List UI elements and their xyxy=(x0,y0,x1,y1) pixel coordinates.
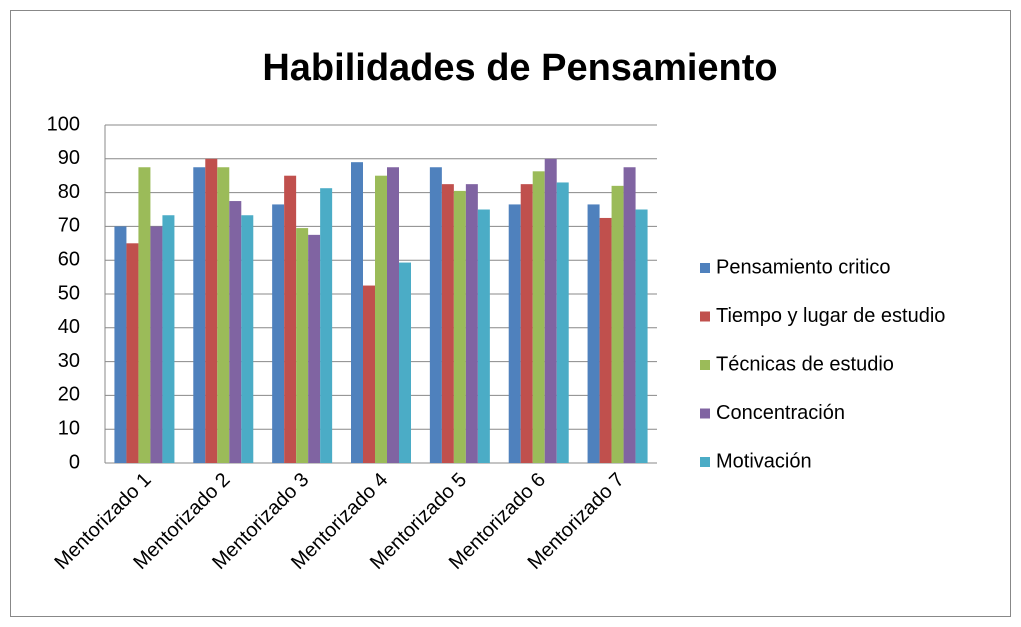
y-tick-label: 40 xyxy=(58,316,80,338)
bar xyxy=(532,171,545,463)
bar xyxy=(587,204,600,463)
y-tick-label: 80 xyxy=(58,181,80,203)
bar xyxy=(520,184,533,463)
bar xyxy=(126,243,139,463)
y-tick-label: 100 xyxy=(47,113,80,135)
bar xyxy=(138,167,151,463)
bar xyxy=(296,228,309,463)
bar xyxy=(465,184,478,463)
bar xyxy=(162,215,175,463)
legend-swatch xyxy=(700,311,710,322)
bar xyxy=(508,204,521,463)
bar xyxy=(284,175,297,463)
bar xyxy=(217,167,230,463)
legend-swatch xyxy=(700,408,710,419)
y-tick-label: 20 xyxy=(58,384,80,406)
bar xyxy=(441,184,454,463)
bar xyxy=(205,158,218,464)
legend-label: Pensamiento critico xyxy=(716,256,891,278)
bar xyxy=(375,175,387,463)
legend-label: Técnicas de estudio xyxy=(716,353,894,375)
legend-swatch xyxy=(700,263,710,273)
y-tick-label: 10 xyxy=(58,417,80,439)
bar xyxy=(272,204,285,463)
y-tick-label: 60 xyxy=(58,248,80,270)
bar xyxy=(611,185,624,463)
y-tick-label: 30 xyxy=(58,350,80,372)
bar xyxy=(241,215,254,463)
bar xyxy=(387,167,399,463)
y-tick-label: 70 xyxy=(58,215,80,237)
bar xyxy=(635,209,648,463)
bar xyxy=(308,234,321,463)
bar xyxy=(320,188,333,463)
y-tick-label: 0 xyxy=(69,451,80,473)
legend-label: Concentración xyxy=(716,402,845,424)
legend-label: Tiempo y lugar de estudio xyxy=(716,305,945,327)
bar xyxy=(399,262,411,463)
bar xyxy=(556,182,569,463)
bar xyxy=(429,167,442,463)
chart-title: Habilidades de Pensamiento xyxy=(262,47,777,89)
bar xyxy=(193,167,206,463)
legend-swatch xyxy=(700,457,710,467)
legend-label: Motivación xyxy=(716,450,812,472)
bar xyxy=(351,162,363,463)
bar xyxy=(623,167,636,463)
bar xyxy=(599,217,612,463)
legend-swatch xyxy=(700,360,710,370)
bar xyxy=(114,226,127,463)
bar xyxy=(477,209,490,463)
bar xyxy=(453,190,466,463)
bar xyxy=(363,285,375,463)
bar xyxy=(150,226,163,463)
y-tick-label: 90 xyxy=(58,147,80,169)
bar xyxy=(544,158,557,464)
bar xyxy=(229,201,242,464)
y-tick-label: 50 xyxy=(58,282,80,304)
